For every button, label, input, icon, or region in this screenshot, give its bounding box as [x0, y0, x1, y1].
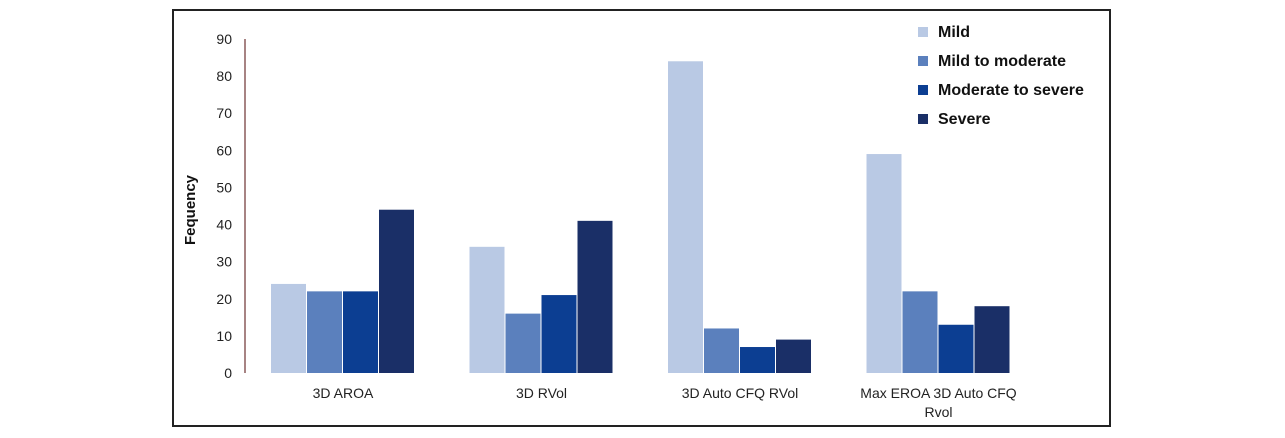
bar	[469, 246, 505, 373]
y-tick-label: 20	[216, 291, 232, 307]
x-tick-label: Max EROA 3D Auto CFQ Rvol	[860, 385, 1016, 420]
bar	[776, 339, 811, 373]
legend-swatch	[918, 56, 928, 66]
y-axis: 0 10 20 30 40 50 60 70 80 90	[216, 31, 246, 381]
bar	[704, 328, 739, 373]
legend: Mild Mild to moderate Moderate to severe Se…	[918, 24, 1084, 128]
legend-swatch	[918, 85, 928, 95]
x-axis-labels: 3D AROA 3D RVol 3D Auto CFQ RVol Max EROA 3…	[313, 385, 1017, 420]
y-tick-label: 60	[216, 142, 232, 158]
bar	[938, 324, 974, 373]
bar	[505, 313, 541, 373]
bar	[902, 291, 938, 373]
y-tick-label: 30	[216, 254, 232, 270]
bar	[740, 347, 775, 373]
y-tick-label: 50	[216, 179, 232, 195]
bar	[379, 209, 414, 373]
y-tick-label: 10	[216, 328, 232, 344]
x-tick-label: 3D AROA	[313, 385, 374, 401]
y-tick-label: 0	[224, 365, 232, 381]
x-tick-label: 3D RVol	[516, 385, 567, 401]
y-tick-label: 70	[216, 105, 232, 121]
legend-label: Mild	[938, 24, 970, 41]
y-tick-label: 90	[216, 31, 232, 47]
bars	[271, 61, 1010, 374]
x-tick-label: 3D Auto CFQ RVol	[682, 385, 798, 401]
bar	[866, 154, 902, 373]
bar	[307, 291, 342, 373]
bar	[271, 283, 306, 373]
legend-swatch	[918, 114, 928, 124]
bar	[577, 220, 613, 373]
bar	[343, 291, 378, 373]
bar	[974, 306, 1010, 373]
y-tick-label: 80	[216, 68, 232, 84]
legend-label: Mild to moderate	[938, 53, 1066, 70]
legend-swatch	[918, 27, 928, 37]
legend-label: Moderate to severe	[938, 82, 1084, 99]
y-axis-label: Fequency	[182, 174, 199, 245]
bar	[668, 61, 703, 374]
bar	[541, 295, 577, 373]
legend-label: Severe	[938, 111, 991, 128]
y-tick-label: 40	[216, 217, 232, 233]
